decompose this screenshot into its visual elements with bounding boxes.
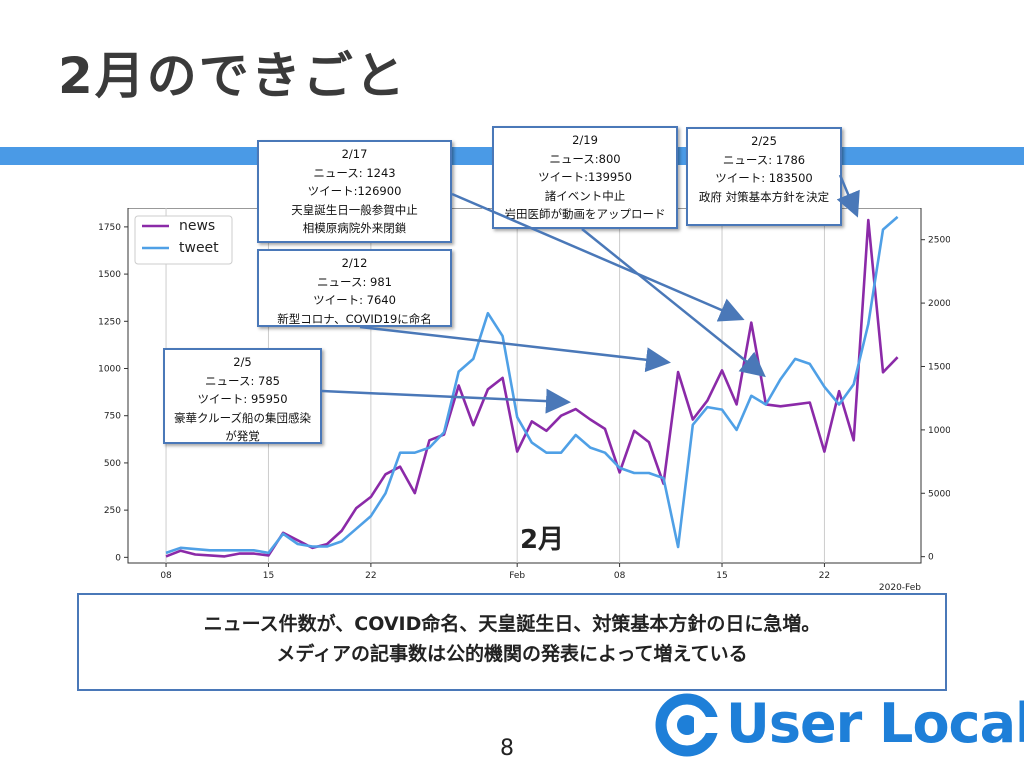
callout-line: 豪華クルーズ船の集団感染 [173,410,312,425]
callout-line: 政府 対策基本方針を決定 [698,189,830,204]
callout-line: 岩田医師が動画をアップロード [504,207,666,221]
summary-line-2: メディアの記事数は公的機関の発表によって増えている [276,643,748,665]
right-tick-label: 250000 [928,236,950,246]
x-tick-label: 08 [614,571,626,581]
callout-line: ツイート: 95950 [197,392,288,406]
user-local-logo-icon [655,693,722,757]
summary-box: ニュース件数が、COVID命名、天皇誕生日、対策基本方針の日に急増。 メディアの… [77,593,947,691]
callout-line: ツイート: 7640 [313,293,396,307]
x-tick-label: 22 [365,571,376,581]
x-tick-label: 08 [160,571,172,581]
callout-line: ニュース: 1243 [313,165,396,180]
callout-line: ツイート:126900 [307,184,402,198]
callout-line: 相模原病院外来閉鎖 [302,221,407,235]
right-tick-label: 50000 [928,489,950,499]
left-tick-label: 1500 [98,270,121,280]
callout-0219: 2/19 ニュース:800 ツイート:139950 諸イベント中止岩田医師が動画をアッ… [492,126,678,229]
legend-box [134,215,233,265]
left-tick-label: 1250 [98,317,121,327]
right-tick-label: 0 [928,553,934,563]
x-tick-label: 15 [263,571,274,581]
callout-line: ニュース: 1786 [722,152,806,167]
callout-line: が発覚 [225,429,260,443]
callout-0225: 2/25 ニュース: 1786 ツイート: 183500 政府 対策基本方針を決定 [686,127,842,226]
legend-label-news: news [179,218,215,234]
summary-line-1: ニュース件数が、COVID命名、天皇誕生日、対策基本方針の日に急増。 [203,613,821,635]
callout-line: 新型コロナ、COVID19に命名 [277,311,432,326]
left-tick-label: 1750 [98,223,121,233]
series-line-tweet [165,215,899,555]
brand-name: User Local [726,692,1024,755]
callout-line: ツイート: 183500 [715,171,813,185]
callout-line: ツイート:139950 [538,170,632,184]
left-tick-label: 1000 [98,365,121,375]
right-tick-label: 150000 [928,362,950,372]
x-tick-label: 22 [819,571,830,581]
right-tick-label: 100000 [928,426,950,436]
x-tick-label: 15 [716,571,727,581]
callout-0205: 2/5 ニュース: 785 ツイート: 95950 豪華クルーズ船の集団感染 が発覚 [163,348,322,444]
x-offset-label: 2020-Feb [879,583,921,593]
slide-title: 2月のできごと [58,47,407,105]
x-tick-label: Feb [509,571,525,581]
left-tick-label: 500 [104,459,121,469]
left-tick-label: 250 [104,506,121,516]
callout-line: ニュース: 981 [317,274,392,289]
callout-0217: 2/17 ニュース: 1243 ツイート:126900 天皇誕生日一般参賀中止 相模原病… [257,140,452,243]
series-line-news [165,218,899,558]
callout-line: 2/5 [233,355,252,369]
left-tick-label: 750 [104,412,121,422]
callout-line: 2/19 [572,133,598,147]
page-number: 8 [500,736,514,761]
callout-line: 2/12 [341,256,368,270]
callout-0212: 2/12 ニュース: 981 ツイート: 7640 新型コロナ、COVID19に命名 [257,249,452,327]
overlay-month-label: 2月 [520,525,564,555]
left-tick-label: 0 [115,553,121,563]
callout-line: ニュース:800 [549,151,621,166]
callout-line: 2/25 [751,134,777,148]
right-tick-label: 200000 [928,299,950,309]
callout-line: ニュース: 785 [205,373,280,388]
callout-line: 天皇誕生日一般参賀中止 [291,202,418,217]
callout-line: 諸イベント中止 [544,188,626,203]
legend-label-tweet: tweet [179,240,219,256]
callout-line: 2/17 [341,147,368,161]
